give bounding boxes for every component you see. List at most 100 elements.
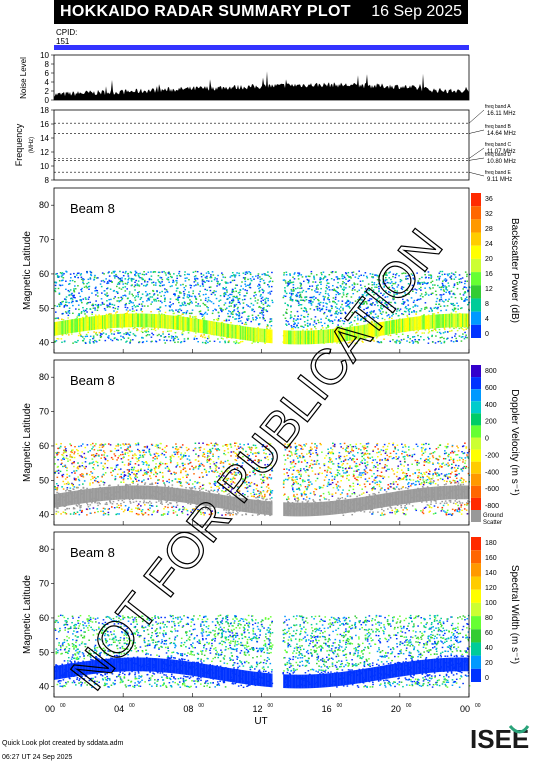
colorbar-swatch (471, 245, 481, 259)
colorbar-swatch (471, 437, 481, 450)
time-tick-label: 08 (183, 704, 193, 714)
time-tick-sup: 00 (475, 703, 481, 709)
colorbar-tick-label: 600 (485, 385, 497, 392)
freq-frame (53, 109, 470, 181)
colorbar-tick-label: 20 (485, 256, 493, 263)
noise-panel (51, 54, 470, 101)
colorbar-swatch (471, 365, 481, 378)
colorbar-swatch (471, 232, 481, 246)
noise-tick-label: 4 (45, 78, 50, 87)
freq-band-value: 14.64 MHz (487, 131, 516, 137)
freq-band-value: 9.11 MHz (487, 177, 512, 183)
panel-power (51, 187, 481, 354)
lat-tick-label: 50 (39, 303, 49, 313)
lat-ylabel: Magnetic Latitude (22, 575, 33, 654)
lat-tick-label: 60 (39, 441, 49, 451)
cpid-value: 151 (56, 37, 70, 46)
colorbar-tick-label: 0 (485, 675, 489, 682)
lat-tick-label: 40 (39, 682, 49, 692)
lat-tick-label: 70 (39, 579, 49, 589)
colorbar-swatch (471, 258, 481, 273)
time-tick-sup: 00 (268, 703, 274, 709)
time-tick-sup: 00 (198, 703, 204, 709)
scatter-label: Scatter (483, 520, 502, 526)
colorbar-label: Spectral Width (m s⁻¹) (509, 565, 520, 664)
time-tick-label: 16 (322, 704, 332, 714)
colorbar-swatch (471, 473, 481, 486)
colorbar-swatch (471, 629, 481, 643)
cpid-label: CPID: 151 (56, 28, 77, 46)
colorbar-swatch (471, 655, 481, 669)
noise-tick-label: 0 (45, 96, 50, 105)
panel-width (51, 531, 481, 698)
colorbar-swatch (471, 589, 481, 603)
colorbar-swatch (471, 576, 481, 590)
time-tick-sup: 00 (60, 703, 66, 709)
cpid-title: CPID: (56, 28, 78, 37)
colorbar-tick-label: 8 (485, 301, 489, 308)
colorbar-tick-label: 160 (485, 555, 497, 562)
freq-ylabel: Frequency (14, 123, 24, 166)
noise-frame (53, 54, 470, 101)
beam-label: Beam 8 (70, 373, 115, 388)
lat-tick-label: 60 (39, 269, 49, 279)
logo-text: ISEE (470, 724, 529, 754)
colorbar-tick-label: -400 (485, 469, 499, 476)
ground-scatter-swatch (471, 510, 481, 522)
freq-band-name: freq band D (485, 152, 512, 158)
footer-time: 06:27 UT 24 Sep 2025 (2, 754, 73, 761)
logo-arc-icon (508, 724, 530, 734)
colorbar-swatch (471, 272, 481, 286)
noise-ylabel: Noise Level (19, 57, 28, 99)
colorbar-tick-label: 800 (485, 368, 497, 375)
colorbar-swatch (471, 668, 481, 682)
time-axis-label: UT (254, 716, 267, 727)
colorbar-tick-label: 0 (485, 436, 489, 443)
colorbar-tick-label: 4 (485, 316, 489, 323)
freq-band-leader (468, 171, 485, 177)
freq-band-leader (468, 157, 485, 161)
noise-tick-label: 6 (45, 69, 50, 78)
time-tick-label: 12 (252, 704, 262, 714)
colorbar-tick-label: 100 (485, 600, 497, 607)
panel-velocity (51, 359, 481, 526)
colorbar-tick-label: 12 (485, 286, 493, 293)
frequency-panel (51, 109, 485, 181)
colorbar-tick-label: -200 (485, 452, 499, 459)
freq-band-name: freq band C (485, 142, 512, 148)
isee-logo: ISEE (470, 724, 530, 754)
colorbar-swatch (471, 401, 481, 414)
freq-tick-label: 10 (40, 162, 49, 171)
freq-band-name: freq band A (485, 104, 511, 110)
time-tick-label: 04 (114, 704, 124, 714)
header-bar: HOKKAIDO RADAR SUMMARY PLOT 16 Sep 2025 (54, 0, 468, 24)
time-tick-sup: 00 (129, 703, 135, 709)
colorbar-label: Backscatter Power (dB) (509, 218, 520, 323)
lat-tick-label: 70 (39, 407, 49, 417)
freq-band-leader (468, 129, 485, 134)
time-tick-label: 00 (460, 704, 470, 714)
cpid-bar (54, 45, 469, 50)
lat-ylabel: Magnetic Latitude (22, 231, 33, 310)
footer-created: Quick Look plot created by sddata.adm (2, 740, 124, 747)
time-tick-sup: 00 (337, 703, 343, 709)
noise-tick-label: 8 (45, 60, 50, 69)
beam-label: Beam 8 (70, 545, 115, 560)
freq-tick-label: 18 (40, 106, 49, 115)
colorbar-swatch (471, 449, 481, 462)
colorbar-swatch (471, 324, 481, 338)
colorbar-tick-label: 0 (485, 331, 489, 338)
freq-band-value: 16.11 MHz (487, 111, 516, 117)
colorbar-tick-label: 40 (485, 645, 493, 652)
colorbar-swatch (471, 298, 481, 312)
colorbar-swatch (471, 413, 481, 426)
colorbar-label: Doppler Velocity (m s⁻¹) (509, 389, 520, 495)
colorbar-swatch (471, 537, 481, 551)
ground-label: Ground (483, 513, 503, 519)
freq-band-leader (468, 109, 485, 124)
lat-tick-label: 40 (39, 338, 49, 348)
colorbar-swatch (471, 193, 481, 207)
colorbar-swatch (471, 642, 481, 656)
freq-band-value: 10.80 MHz (487, 159, 516, 165)
